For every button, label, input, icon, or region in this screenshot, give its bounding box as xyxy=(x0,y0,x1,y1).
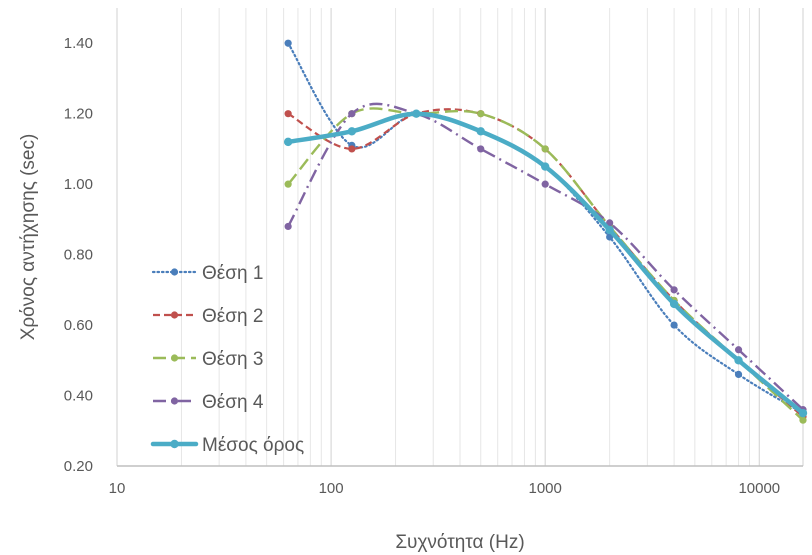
y-tick-label: 1.00 xyxy=(64,176,93,193)
data-point xyxy=(477,145,485,153)
legend-label: Μέσος όρος xyxy=(202,435,304,456)
x-axis-title: Συχνότητα (Hz) xyxy=(395,532,524,553)
legend-marker xyxy=(170,268,179,276)
data-point xyxy=(284,110,292,118)
data-point xyxy=(284,180,292,188)
y-tick-label: 1.40 xyxy=(64,35,93,52)
data-point xyxy=(670,321,678,329)
legend: Θέση 1 Θέση 2 Θέση 3 Θέση 4 Μέσος όρος xyxy=(150,263,304,456)
data-point xyxy=(348,110,356,118)
y-axis-title: Χρόνος αντήχησης (sec) xyxy=(18,134,39,341)
series-line xyxy=(285,111,806,416)
legend-marker xyxy=(170,354,179,362)
data-point xyxy=(605,225,614,235)
x-tick-label: 100 xyxy=(319,480,344,497)
series-5 xyxy=(283,109,808,418)
y-tick-label: 0.60 xyxy=(64,317,93,334)
legend-item: Θέση 4 xyxy=(153,392,264,413)
data-point xyxy=(734,370,743,378)
legend-marker xyxy=(170,439,179,449)
series-line xyxy=(287,102,804,411)
data-point xyxy=(606,219,614,227)
data-point xyxy=(799,416,807,424)
y-tick-label: 1.20 xyxy=(64,106,93,123)
x-tick-label: 1000 xyxy=(529,480,562,497)
legend-item: Θέση 1 xyxy=(151,263,263,284)
data-point xyxy=(669,299,679,309)
grid xyxy=(116,8,804,466)
data-point xyxy=(347,127,357,136)
data-point xyxy=(541,180,549,188)
data-point xyxy=(412,109,421,118)
data-point xyxy=(670,286,678,294)
legend-label: Θέση 2 xyxy=(202,306,263,327)
series xyxy=(283,39,808,424)
legend-marker xyxy=(170,397,179,405)
legend-marker xyxy=(170,311,179,319)
legend-item: Θέση 3 xyxy=(153,349,263,370)
data-point xyxy=(284,39,292,47)
y-tick-label: 0.80 xyxy=(64,247,93,264)
data-point xyxy=(541,145,549,153)
data-point xyxy=(540,162,550,171)
legend-label: Θέση 4 xyxy=(202,392,264,413)
data-point xyxy=(734,356,743,365)
data-point xyxy=(476,127,485,136)
legend-label: Θέση 1 xyxy=(202,263,263,284)
y-tick-label: 0.20 xyxy=(64,458,93,475)
data-point xyxy=(734,346,743,354)
data-point xyxy=(798,408,808,418)
legend-item: Μέσος όρος xyxy=(150,435,304,456)
y-tick-label: 0.40 xyxy=(64,388,93,405)
data-point xyxy=(348,145,356,153)
data-point xyxy=(283,137,293,147)
data-point xyxy=(284,222,292,231)
x-tick-label: 10 xyxy=(109,480,126,497)
legend-item: Θέση 2 xyxy=(153,306,263,327)
data-point xyxy=(477,110,485,118)
tick-labels: 10 100 1000 10000 0.20 0.40 0.60 0.80 1.00 1.20 1.… xyxy=(64,35,780,497)
x-tick-label: 10000 xyxy=(738,480,780,497)
legend-label: Θέση 3 xyxy=(202,349,263,370)
